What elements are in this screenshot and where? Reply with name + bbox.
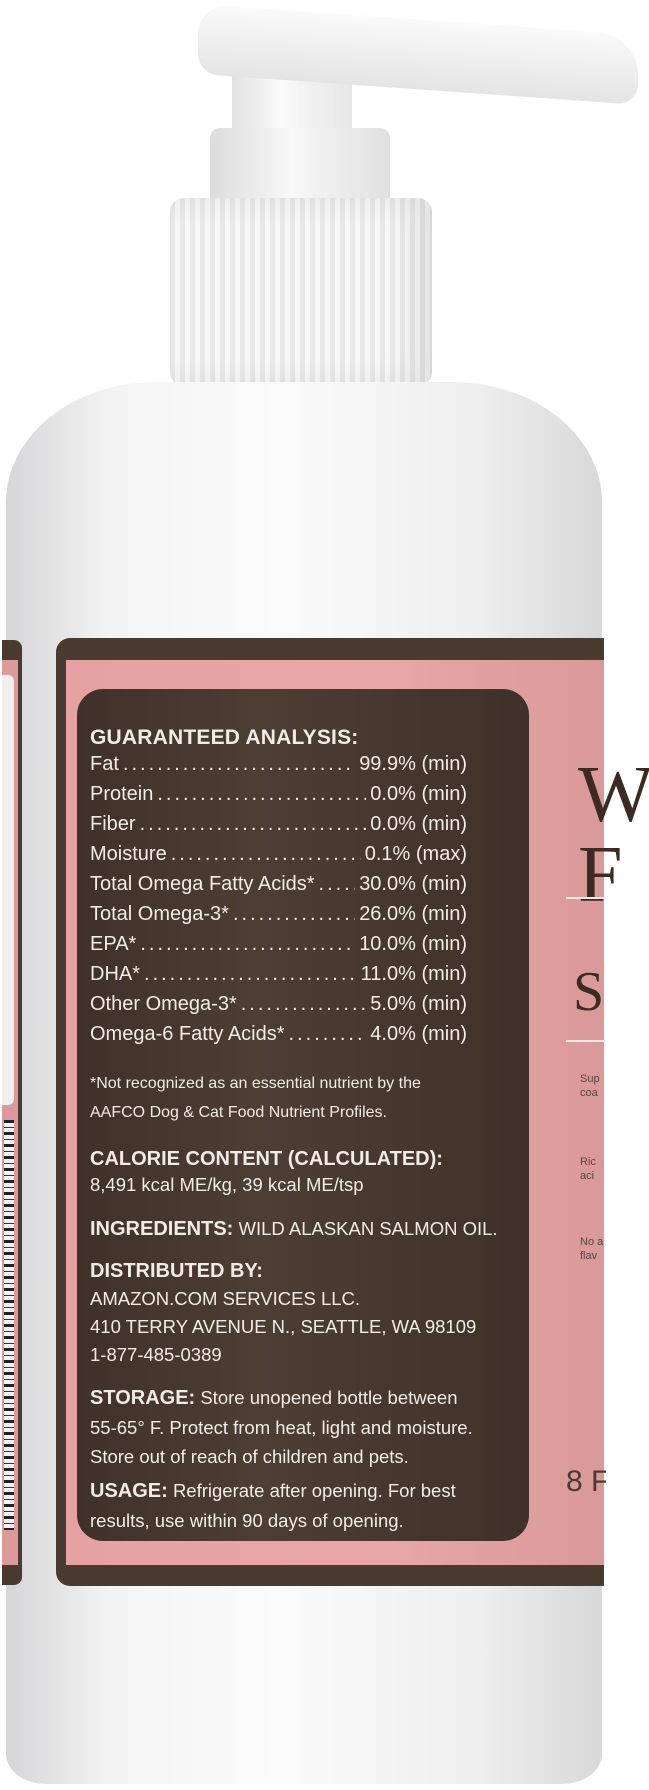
- nutrient-value: 0.0% (min): [370, 783, 467, 805]
- nutrient-value: 26.0% (min): [359, 903, 467, 925]
- dot-leader: [140, 813, 367, 836]
- nutrient-name: Fat: [90, 753, 119, 775]
- analysis-row: Other Omega-3* 5.0% (min): [90, 993, 467, 1023]
- nutrient-name: DHA*: [90, 963, 141, 985]
- storage-text: 55-65° F. Protect from heat, light and m…: [90, 1417, 473, 1438]
- nutrient-value: 5.0% (min): [370, 993, 467, 1015]
- calorie-text: 8,491 kcal ME/kg, 39 kcal ME/tsp: [90, 1174, 364, 1195]
- storage-text: Store unopened bottle between: [200, 1387, 458, 1408]
- dot-leader: [140, 933, 355, 956]
- footnote-line: *Not recognized as an essential nutrient…: [90, 1075, 421, 1092]
- distributor-phone: 1-877-485-0389: [90, 1344, 222, 1365]
- footnote: *Not recognized as an essential nutrient…: [90, 1069, 510, 1127]
- front-title-partial-2: F: [578, 831, 623, 919]
- barcode: [4, 1120, 14, 1530]
- nutrient-value: 0.1% (max): [364, 843, 467, 865]
- dot-leader: [157, 783, 366, 806]
- nutrient-name: Other Omega-3*: [90, 993, 237, 1015]
- divider: [566, 897, 606, 899]
- ingredients-section: INGREDIENTS: WILD ALASKAN SALMON OIL.: [90, 1214, 510, 1244]
- nutrient-name: Omega-6 Fatty Acids*: [90, 1023, 285, 1045]
- storage-text: Store out of reach of children and pets.: [90, 1446, 409, 1467]
- nutrient-name: Moisture: [90, 843, 167, 865]
- nutrient-value: 99.9% (min): [359, 753, 467, 775]
- analysis-row: Moisture 0.1% (max): [90, 843, 467, 873]
- calorie-section: CALORIE CONTENT (CALCULATED): 8,491 kcal…: [90, 1144, 510, 1196]
- dot-leader: [171, 843, 361, 866]
- storage-title: STORAGE:: [90, 1387, 196, 1409]
- dot-leader: [233, 903, 355, 926]
- bottle-neck: [210, 128, 390, 203]
- analysis-row: Total Omega-3* 26.0% (min): [90, 903, 467, 933]
- ribbed-collar: [170, 198, 432, 386]
- divider: [566, 1040, 606, 1042]
- storage-section: STORAGE: Store unopened bottle between 5…: [90, 1383, 510, 1471]
- analysis-row: DHA* 11.0% (min): [90, 963, 467, 993]
- analysis-row: Fiber 0.0% (min): [90, 813, 467, 843]
- nutrition-panel: GUARANTEED ANALYSIS: Fat 99.9% (min) Prote…: [77, 689, 529, 1541]
- distributor-address: 410 TERRY AVENUE N., SEATTLE, WA 98109: [90, 1316, 477, 1337]
- usage-title: USAGE:: [90, 1480, 168, 1502]
- usage-section: USAGE: Refrigerate after opening. For be…: [90, 1476, 510, 1535]
- guaranteed-analysis-title: GUARANTEED ANALYSIS:: [90, 726, 359, 749]
- distributor-title: DISTRIBUTED BY:: [90, 1260, 263, 1282]
- dot-leader: [289, 1023, 367, 1046]
- dot-leader: [144, 963, 357, 986]
- analysis-row: Total Omega Fatty Acids* 30.0% (min): [90, 873, 467, 903]
- usage-text: Refrigerate after opening. For best: [172, 1480, 456, 1501]
- benefit-bullet: No a flav: [580, 1235, 610, 1263]
- nutrient-value: 10.0% (min): [359, 933, 467, 955]
- nutrient-name: Fiber: [90, 813, 136, 835]
- analysis-row: EPA* 10.0% (min): [90, 933, 467, 963]
- distributor-name: AMAZON.COM SERVICES LLC.: [90, 1288, 361, 1309]
- nutrient-name: Total Omega Fatty Acids*: [90, 873, 315, 895]
- dot-leader: [123, 753, 355, 776]
- analysis-row: Protein 0.0% (min): [90, 783, 467, 813]
- ingredients-text: WILD ALASKAN SALMON OIL.: [238, 1218, 498, 1239]
- analysis-table: Fat 99.9% (min) Protein 0.0% (min) Fiber 0.0%…: [90, 753, 467, 1053]
- dot-leader: [241, 993, 367, 1016]
- side-label-panel: [2, 675, 14, 1105]
- distributor-section: DISTRIBUTED BY: AMAZON.COM SERVICES LLC.…: [90, 1257, 510, 1369]
- nutrient-name: Total Omega-3*: [90, 903, 229, 925]
- analysis-row: Omega-6 Fatty Acids* 4.0% (min): [90, 1023, 467, 1053]
- front-title-partial: W: [578, 751, 649, 839]
- calorie-title: CALORIE CONTENT (CALCULATED):: [90, 1148, 443, 1170]
- usage-text: results, use within 90 days of opening.: [90, 1510, 404, 1531]
- analysis-row: Fat 99.9% (min): [90, 753, 467, 783]
- volume-partial: 8 FL O: [566, 1465, 606, 1498]
- dot-leader: [319, 873, 356, 896]
- benefit-bullet: Sup coa: [580, 1072, 610, 1100]
- nutrient-value: 30.0% (min): [359, 873, 467, 895]
- nutrient-value: 0.0% (min): [370, 813, 467, 835]
- front-subtitle-partial: S: [573, 961, 605, 1023]
- ingredients-title: INGREDIENTS:: [90, 1218, 234, 1240]
- nutrient-name: EPA*: [90, 933, 137, 955]
- benefit-bullet: Ric aci: [580, 1155, 610, 1183]
- footnote-line: AAFCO Dog & Cat Food Nutrient Profiles.: [90, 1104, 387, 1121]
- nutrient-name: Protein: [90, 783, 154, 805]
- nutrient-value: 11.0% (min): [360, 963, 467, 985]
- nutrient-value: 4.0% (min): [370, 1023, 467, 1045]
